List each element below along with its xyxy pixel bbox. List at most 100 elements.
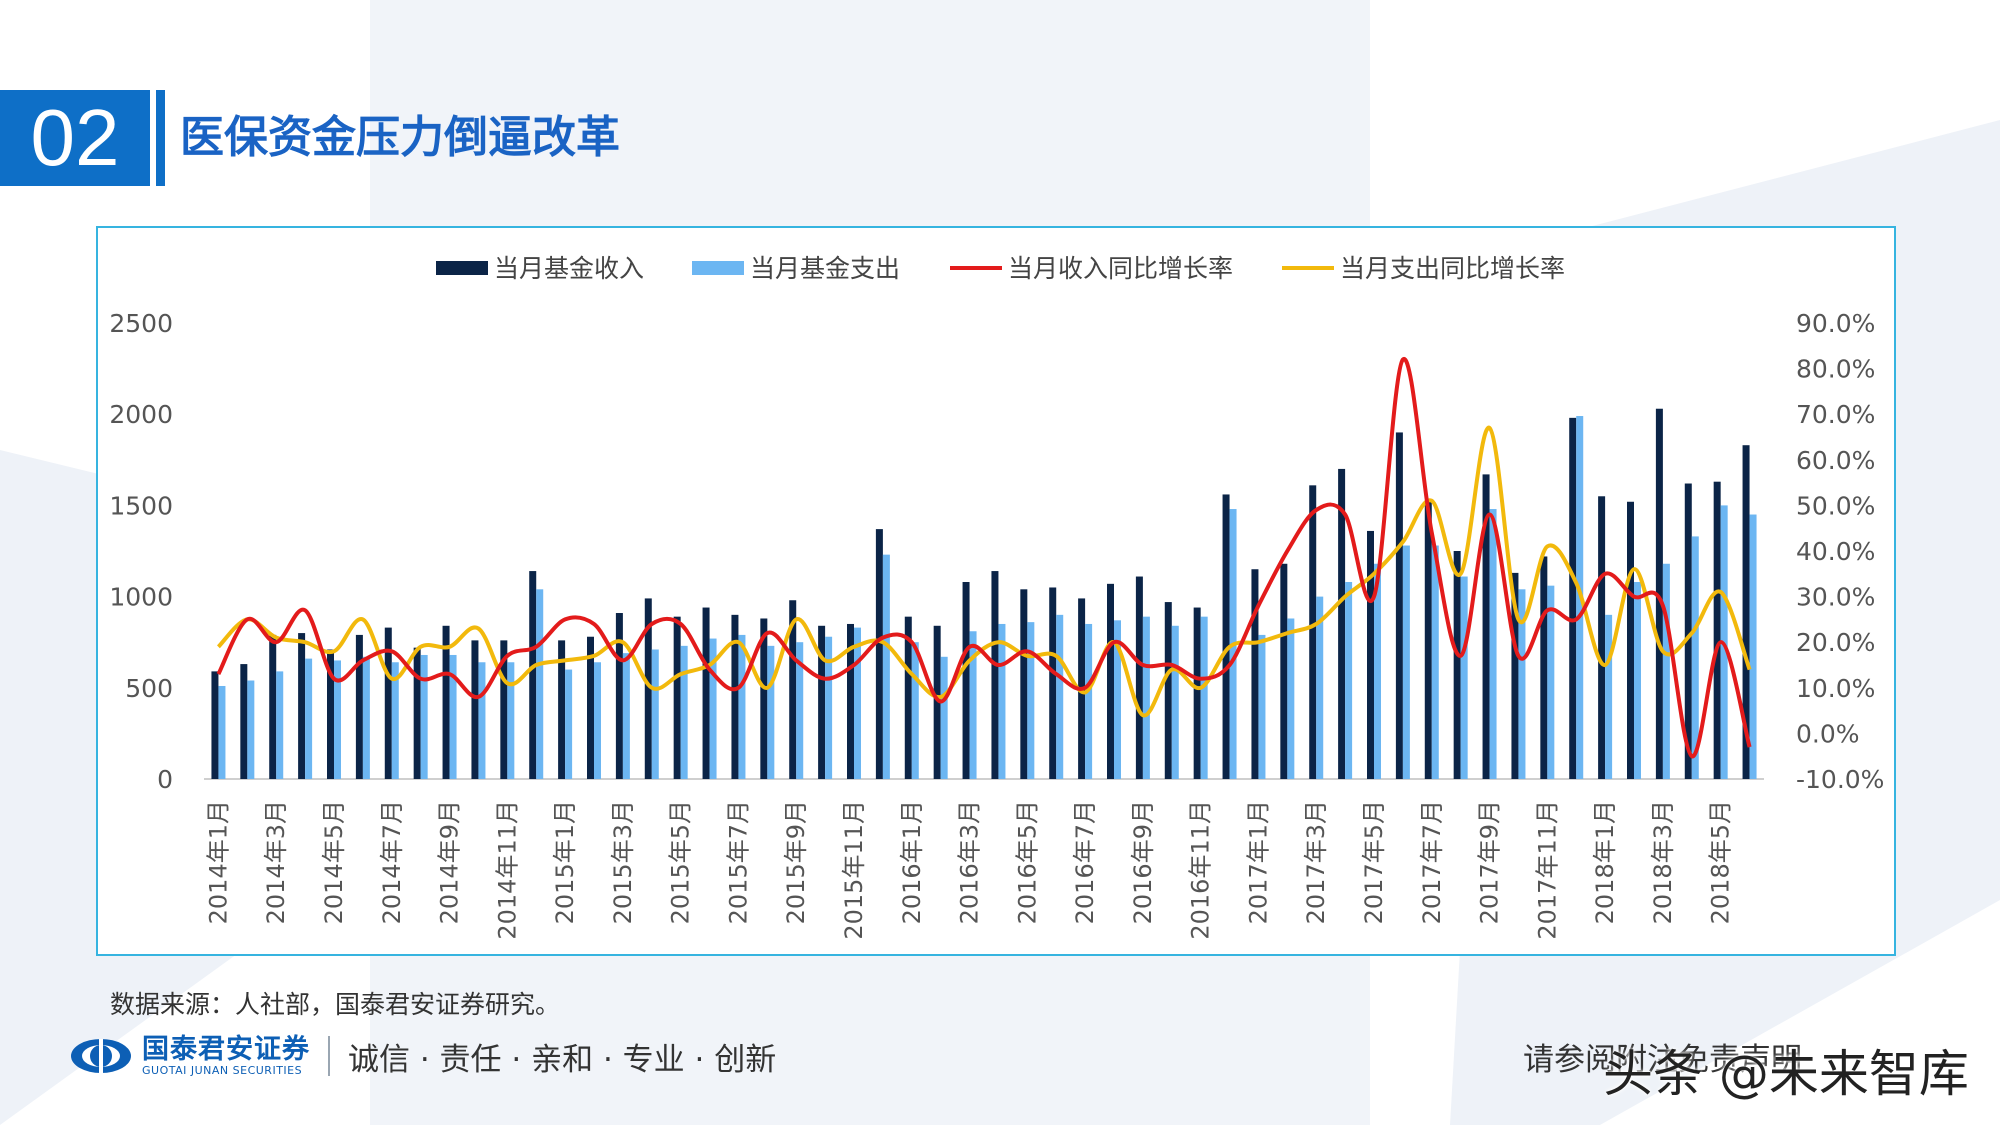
bar-income xyxy=(442,625,450,779)
x-tick-label: 2015年1月 xyxy=(551,800,579,924)
bar-income xyxy=(413,647,421,779)
bar-income xyxy=(1222,494,1230,779)
x-tick-label: 2016年7月 xyxy=(1071,800,1099,924)
y-left-tick-label: 1000 xyxy=(109,583,173,612)
bar-income xyxy=(1424,501,1432,779)
bar-expense xyxy=(882,554,890,779)
bar-expense xyxy=(1402,545,1410,779)
legend-swatch-bar xyxy=(692,261,744,275)
bar-income xyxy=(1511,572,1519,779)
watermark: 头条 @未来智库 xyxy=(1603,1045,1969,1103)
bar-income xyxy=(298,633,306,779)
bar-income xyxy=(933,625,941,779)
data-source-note: 数据来源：人社部，国泰君安证券研究。 xyxy=(110,990,561,1019)
bar-expense xyxy=(1085,623,1093,779)
bar-income xyxy=(673,616,681,779)
bar-expense xyxy=(1200,616,1208,779)
bar-expense xyxy=(536,589,544,779)
bar-expense xyxy=(1605,614,1613,779)
bar-expense xyxy=(709,638,717,779)
bar-income xyxy=(327,649,334,779)
bar-income xyxy=(240,664,248,779)
bar-expense xyxy=(1749,514,1757,779)
guotai-junan-logo-icon xyxy=(71,1039,131,1073)
section-number: 02 xyxy=(0,90,150,186)
x-tick-label: 2016年1月 xyxy=(898,800,926,924)
brand-slogan: 诚信 · 责任 · 亲和 · 专业 · 创新 xyxy=(348,1041,777,1078)
bar-expense xyxy=(449,654,457,779)
bar-income xyxy=(1193,607,1201,779)
x-tick-label: 2017年11月 xyxy=(1533,800,1561,940)
bar-income xyxy=(1598,496,1606,779)
bar-expense xyxy=(218,685,226,779)
bar-income xyxy=(1251,569,1259,779)
bar-income xyxy=(731,614,739,779)
bar-income xyxy=(587,636,594,779)
y-right-tick-label: 90.0% xyxy=(1796,309,1875,338)
bar-income xyxy=(615,613,623,779)
bar-income xyxy=(1107,583,1114,779)
bar-income xyxy=(558,640,566,779)
bar-income xyxy=(904,616,912,779)
x-tick-label: 2017年7月 xyxy=(1418,800,1446,924)
bar-income xyxy=(1164,602,1172,779)
bar-income xyxy=(818,625,826,779)
bar-expense xyxy=(1056,614,1064,779)
legend-label: 当月支出同比增长率 xyxy=(1340,254,1565,283)
bar-income xyxy=(269,634,277,779)
bar-expense xyxy=(1027,622,1035,779)
bar-income xyxy=(211,671,219,779)
y-right-tick-label: 0.0% xyxy=(1796,719,1860,748)
footer-brand: 国泰君安证券 GUOTAI JUNAN SECURITIES 诚信 · 责任 ·… xyxy=(70,1035,777,1078)
x-tick-label: 2014年1月 xyxy=(204,800,232,924)
bar-expense xyxy=(1662,563,1670,779)
x-tick-label: 2015年3月 xyxy=(609,800,637,924)
bar-income xyxy=(760,618,768,779)
bar-income xyxy=(962,582,970,779)
bar-expense xyxy=(1634,582,1641,779)
bar-expense xyxy=(1691,536,1699,779)
legend-swatch-bar xyxy=(436,261,488,275)
y-left-tick-label: 1500 xyxy=(109,491,173,520)
bar-income xyxy=(1655,408,1663,779)
bar-expense xyxy=(651,649,659,779)
bar-income xyxy=(384,627,392,779)
bar-expense xyxy=(1171,625,1179,779)
bar-expense xyxy=(854,627,861,779)
footer-separator xyxy=(328,1036,330,1076)
bar-expense xyxy=(622,653,630,779)
bar-income xyxy=(500,640,508,779)
y-left-tick-label: 2000 xyxy=(109,400,173,429)
x-tick-label: 2015年11月 xyxy=(840,800,868,940)
bar-expense xyxy=(1258,634,1266,779)
bar-income xyxy=(875,529,883,779)
bar-expense xyxy=(594,662,601,779)
y-right-tick-label: 50.0% xyxy=(1796,491,1875,520)
x-tick-label: 2018年5月 xyxy=(1707,800,1735,924)
bar-income xyxy=(1135,576,1143,779)
bar-income xyxy=(644,598,652,779)
bar-income xyxy=(1540,556,1548,779)
legend-label: 当月收入同比增长率 xyxy=(1008,254,1233,283)
y-left-tick-label: 500 xyxy=(125,674,173,703)
bar-income xyxy=(1684,483,1692,779)
bar-expense xyxy=(565,669,573,779)
bar-expense xyxy=(911,642,919,779)
y-right-tick-label: 80.0% xyxy=(1796,355,1875,384)
y-left-tick-label: 2500 xyxy=(109,309,173,338)
bar-income xyxy=(1742,445,1750,779)
bar-expense xyxy=(1142,616,1150,779)
bar-income xyxy=(1309,485,1317,779)
y-right-tick-label: 40.0% xyxy=(1796,537,1875,566)
bar-expense xyxy=(1547,585,1555,779)
legend-label: 当月基金支出 xyxy=(750,254,900,283)
brand-name-en: GUOTAI JUNAN SECURITIES xyxy=(142,1064,303,1077)
x-tick-label: 2016年5月 xyxy=(1013,800,1041,924)
x-tick-label: 2015年5月 xyxy=(667,800,695,924)
bar-income xyxy=(471,640,479,779)
bar-income xyxy=(847,623,854,779)
line-expense-growth xyxy=(216,425,1752,718)
y-right-tick-label: 60.0% xyxy=(1796,446,1875,475)
bar-income xyxy=(1367,530,1374,779)
